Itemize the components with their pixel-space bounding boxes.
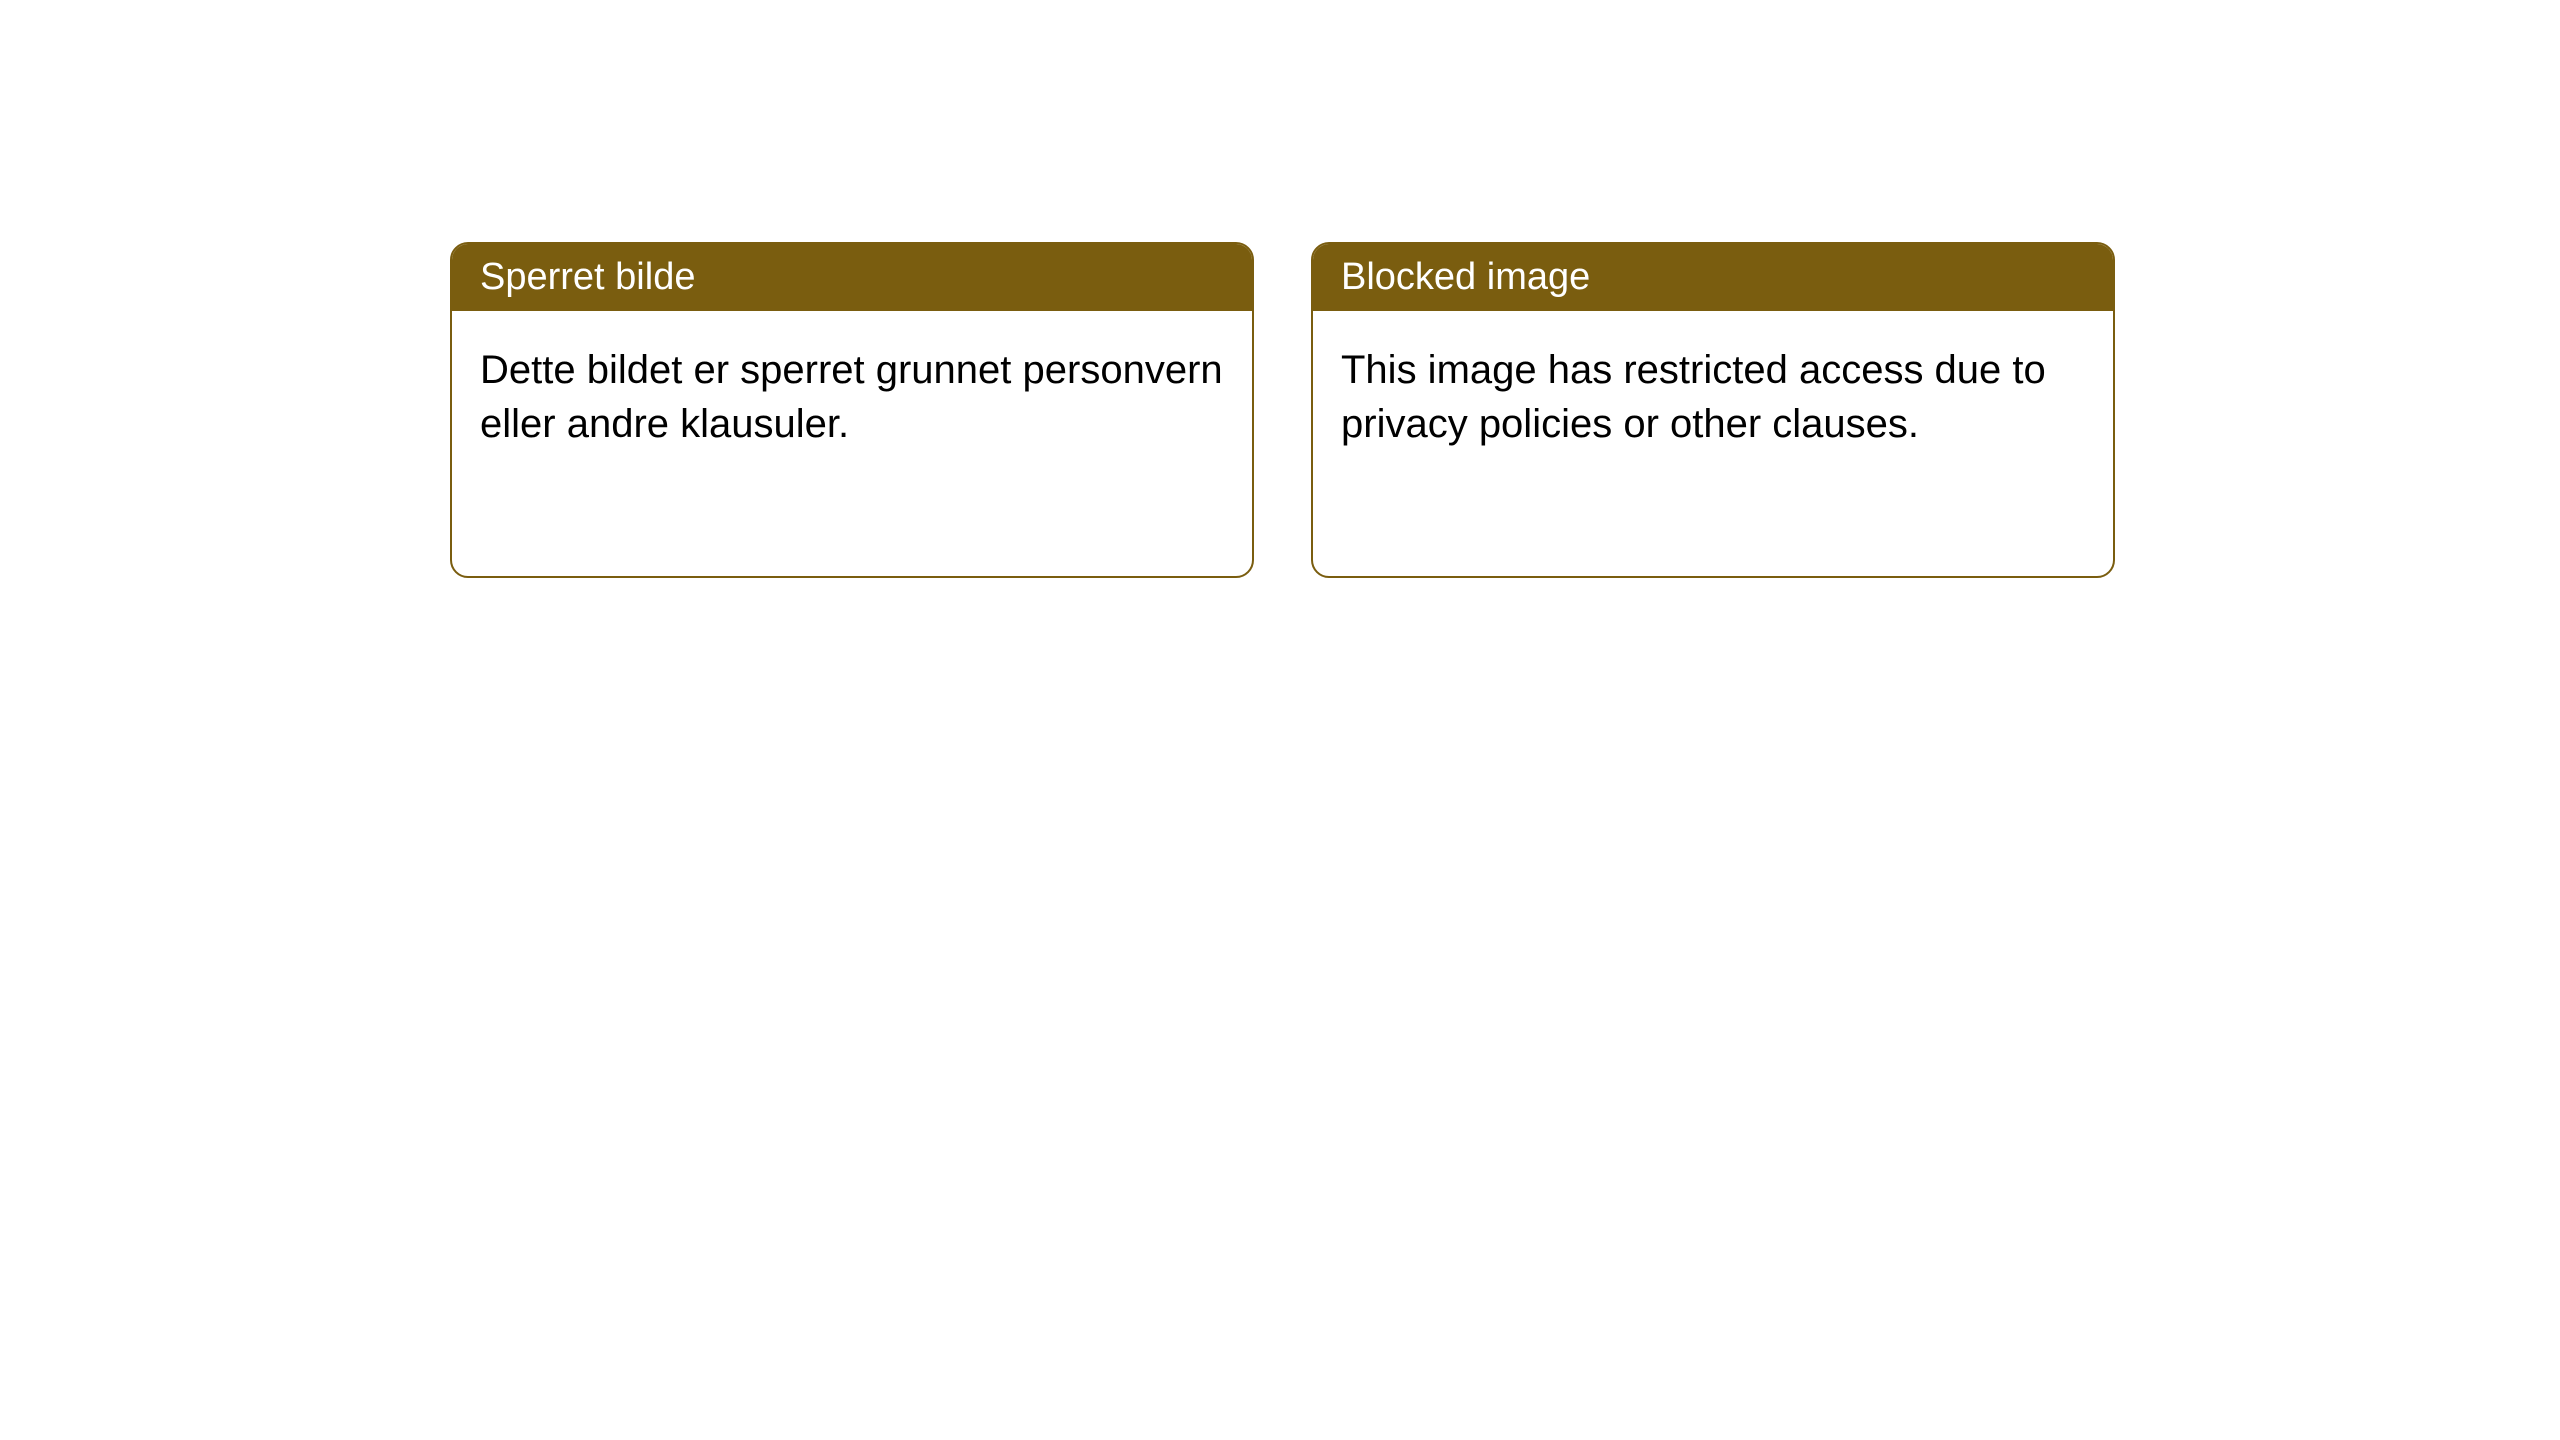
card-title: Blocked image	[1341, 256, 1590, 298]
card-title: Sperret bilde	[480, 256, 695, 298]
card-body: Dette bildet er sperret grunnet personve…	[452, 311, 1252, 483]
card-body: This image has restricted access due to …	[1313, 311, 2113, 483]
card-body-text: Dette bildet er sperret grunnet personve…	[480, 348, 1223, 446]
notice-card-norwegian: Sperret bilde Dette bildet er sperret gr…	[450, 242, 1254, 578]
card-header: Blocked image	[1313, 244, 2113, 311]
card-body-text: This image has restricted access due to …	[1341, 348, 2046, 446]
card-header: Sperret bilde	[452, 244, 1252, 311]
notice-card-english: Blocked image This image has restricted …	[1311, 242, 2115, 578]
notice-cards-container: Sperret bilde Dette bildet er sperret gr…	[450, 242, 2115, 578]
